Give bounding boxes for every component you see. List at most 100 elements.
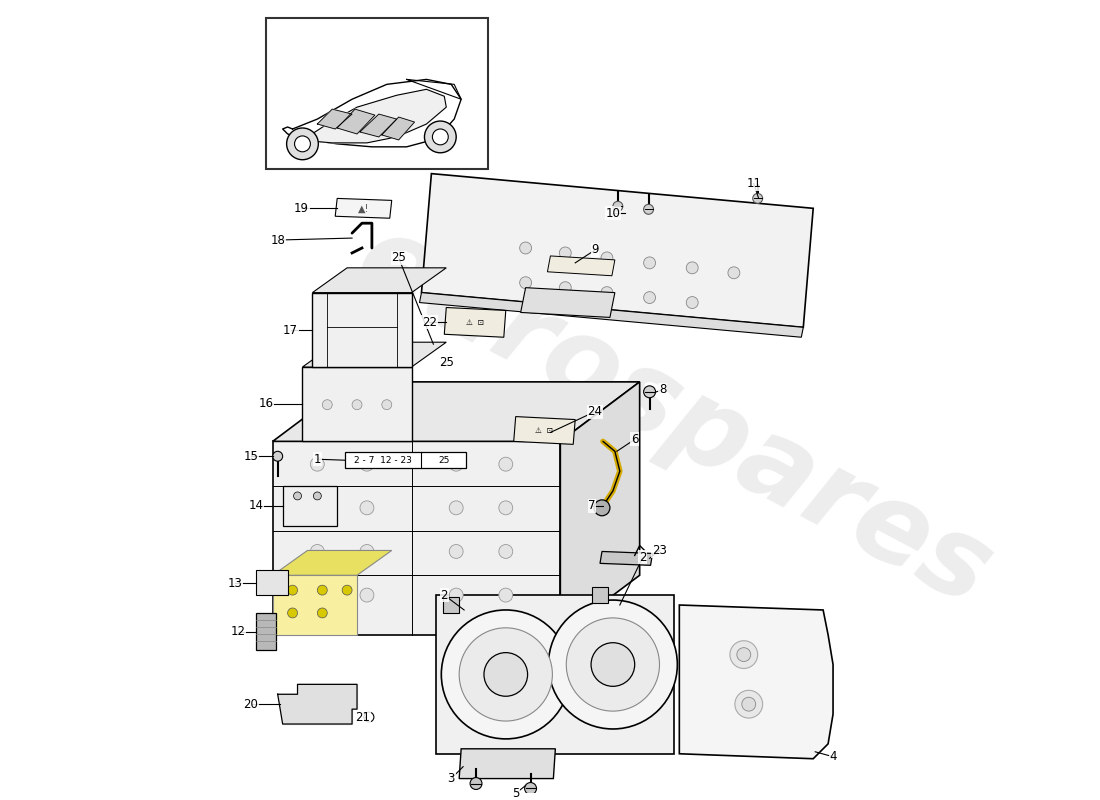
Circle shape: [360, 588, 374, 602]
Circle shape: [591, 642, 635, 686]
Text: 9: 9: [592, 243, 598, 257]
Polygon shape: [336, 198, 392, 218]
Circle shape: [342, 585, 352, 595]
Text: 1: 1: [314, 453, 321, 466]
Text: 12: 12: [231, 626, 245, 638]
Polygon shape: [302, 367, 411, 442]
Polygon shape: [302, 342, 447, 367]
Circle shape: [519, 242, 531, 254]
Text: 25: 25: [392, 251, 406, 265]
Circle shape: [314, 492, 321, 500]
Circle shape: [498, 588, 513, 602]
Text: 20: 20: [243, 698, 258, 710]
Circle shape: [449, 545, 463, 558]
Circle shape: [594, 500, 609, 516]
Circle shape: [686, 262, 698, 274]
Circle shape: [310, 588, 324, 602]
Circle shape: [519, 277, 531, 289]
Text: 24: 24: [587, 405, 603, 418]
Polygon shape: [560, 382, 640, 634]
Polygon shape: [256, 613, 276, 650]
Polygon shape: [444, 307, 506, 338]
Circle shape: [295, 136, 310, 152]
Text: 17: 17: [283, 324, 298, 337]
Circle shape: [310, 501, 324, 514]
Text: 25: 25: [439, 456, 450, 465]
Polygon shape: [283, 486, 338, 526]
Polygon shape: [600, 551, 652, 566]
Text: ⚠  ⊡: ⚠ ⊡: [536, 426, 553, 435]
Text: 25: 25: [439, 355, 453, 369]
Polygon shape: [382, 117, 415, 140]
Polygon shape: [360, 114, 397, 137]
Circle shape: [364, 712, 374, 722]
Polygon shape: [312, 293, 411, 367]
Bar: [443, 597, 459, 613]
Polygon shape: [514, 417, 575, 444]
Circle shape: [752, 194, 762, 203]
Text: a passion for parts since 1985: a passion for parts since 1985: [323, 456, 669, 655]
Circle shape: [498, 501, 513, 514]
Text: 21: 21: [355, 710, 371, 723]
Circle shape: [566, 618, 660, 711]
Circle shape: [310, 458, 324, 471]
Text: 14: 14: [249, 499, 263, 512]
Text: 22: 22: [422, 316, 437, 329]
Polygon shape: [345, 452, 466, 468]
Polygon shape: [459, 749, 556, 778]
Text: 10: 10: [605, 206, 620, 220]
Polygon shape: [338, 109, 375, 134]
Circle shape: [287, 608, 297, 618]
Text: 2: 2: [440, 589, 448, 602]
Text: 15: 15: [243, 450, 258, 462]
Text: 5: 5: [512, 787, 519, 800]
Circle shape: [644, 257, 656, 269]
Circle shape: [601, 252, 613, 264]
Circle shape: [360, 545, 374, 558]
Circle shape: [559, 282, 571, 294]
Text: 8: 8: [659, 383, 667, 396]
Polygon shape: [437, 595, 674, 754]
Polygon shape: [273, 442, 560, 634]
Text: ⚠  ⊡: ⚠ ⊡: [466, 318, 484, 327]
Circle shape: [449, 588, 463, 602]
Polygon shape: [256, 570, 287, 595]
Circle shape: [360, 458, 374, 471]
Circle shape: [601, 286, 613, 298]
Text: 7: 7: [588, 499, 596, 512]
Circle shape: [735, 690, 762, 718]
Text: 18: 18: [271, 234, 285, 246]
Polygon shape: [307, 90, 447, 143]
Bar: [266, 18, 488, 169]
Circle shape: [613, 202, 623, 211]
Circle shape: [459, 628, 552, 721]
Circle shape: [559, 247, 571, 259]
Text: 19: 19: [294, 202, 309, 215]
Circle shape: [730, 641, 758, 669]
Circle shape: [352, 400, 362, 410]
Circle shape: [425, 121, 456, 153]
Circle shape: [737, 648, 750, 662]
Polygon shape: [273, 575, 358, 634]
Text: 6: 6: [631, 433, 638, 446]
Circle shape: [741, 698, 756, 711]
Polygon shape: [318, 109, 352, 129]
Circle shape: [318, 585, 328, 595]
Circle shape: [273, 451, 283, 462]
Circle shape: [484, 653, 528, 696]
Circle shape: [470, 778, 482, 790]
Circle shape: [449, 458, 463, 471]
Circle shape: [449, 501, 463, 514]
Circle shape: [432, 129, 449, 145]
Circle shape: [525, 782, 537, 794]
Circle shape: [287, 128, 318, 160]
Circle shape: [318, 608, 328, 618]
Circle shape: [322, 400, 332, 410]
Circle shape: [686, 297, 698, 309]
Polygon shape: [548, 256, 615, 276]
Circle shape: [360, 501, 374, 514]
Bar: [592, 587, 608, 603]
Polygon shape: [273, 550, 392, 575]
Text: 11: 11: [746, 177, 761, 190]
Polygon shape: [421, 174, 813, 327]
